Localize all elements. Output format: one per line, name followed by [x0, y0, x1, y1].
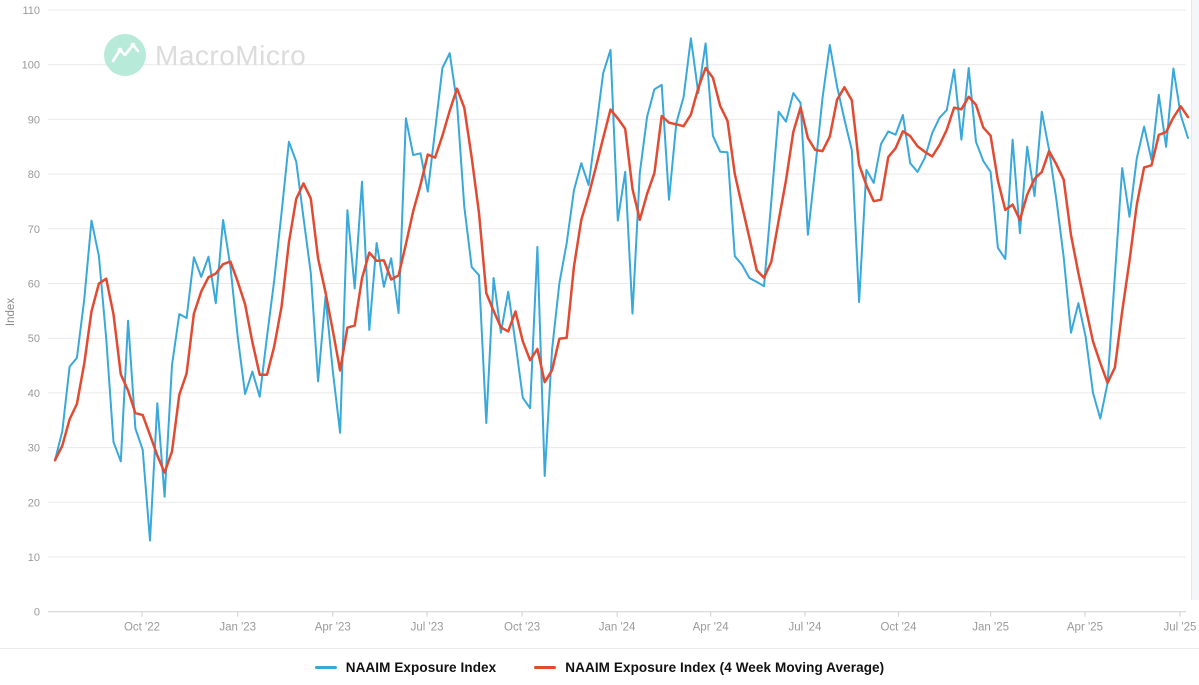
- x-tick-label: Apr '25: [1067, 622, 1103, 634]
- x-tick-label: Apr '23: [315, 622, 351, 634]
- chart-canvas: Oct '22 Jan '23 Apr '23 Jul '23 Oct '23 Jan '…: [5, 5, 1197, 634]
- y-tick-label: 50: [28, 333, 40, 345]
- x-tick-label: Jan '25: [972, 622, 1009, 634]
- logo-dot-icon: [130, 42, 136, 48]
- panel-right-edge: [1191, 0, 1199, 600]
- legend-line-icon: [314, 665, 337, 669]
- y-tick-label: 90: [28, 114, 40, 126]
- y-tick-label: 40: [28, 388, 40, 400]
- y-tick-label: 80: [28, 169, 40, 181]
- legend-line-icon: [534, 665, 557, 669]
- x-tick-label: Jul '23: [411, 622, 444, 634]
- x-axis: Oct '22 Jan '23 Apr '23 Jul '23 Oct '23 Jan '…: [124, 611, 1197, 634]
- y-tick-label: 70: [28, 224, 40, 236]
- y-tick-label: 30: [28, 443, 40, 455]
- y-tick-label: 0: [34, 607, 40, 619]
- gridlines: [48, 9, 1186, 613]
- chart-legend: NAAIM Exposure Index NAAIM Exposure Inde…: [0, 648, 1199, 685]
- legend-label: NAAIM Exposure Index: [345, 659, 497, 675]
- y-tick-label: 10: [28, 552, 40, 564]
- legend-item-naaim-ma[interactable]: NAAIM Exposure Index (4 Week Moving Aver…: [534, 660, 884, 675]
- y-tick-label: 100: [22, 60, 40, 72]
- x-tick-label: Apr '24: [693, 622, 730, 634]
- macromicro-logo: MacroMicro: [104, 34, 306, 76]
- y-tick-label: 20: [28, 497, 40, 509]
- x-tick-label: Oct '22: [124, 622, 160, 634]
- naaim-4wk-moving-average-line: [53, 66, 1190, 474]
- x-tick-label: Oct '23: [504, 622, 540, 634]
- x-tick-label: Jan '24: [599, 622, 636, 634]
- watermark-brand: MacroMicro: [155, 40, 306, 71]
- y-tick-label: 60: [28, 279, 40, 291]
- logo-zigzag-icon: [111, 43, 140, 63]
- x-tick-label: Jul '25: [1164, 622, 1197, 634]
- x-tick-label: Jul '24: [789, 622, 822, 634]
- series-lines: [53, 37, 1190, 542]
- y-axis: 0 10 20 30 40 50 60 70 80 90 100 110: [22, 5, 40, 619]
- y-axis-title: Index: [5, 298, 17, 326]
- x-tick-label: Jan '23: [219, 622, 256, 634]
- legend-item-naaim-index[interactable]: NAAIM Exposure Index: [314, 659, 497, 675]
- naaim-exposure-index-line: [54, 37, 1189, 542]
- logo-dot-icon: [117, 47, 123, 53]
- x-tick-label: Oct '24: [880, 622, 917, 634]
- y-tick-label: 110: [22, 5, 40, 17]
- legend-label: NAAIM Exposure Index (4 Week Moving Aver…: [565, 659, 885, 675]
